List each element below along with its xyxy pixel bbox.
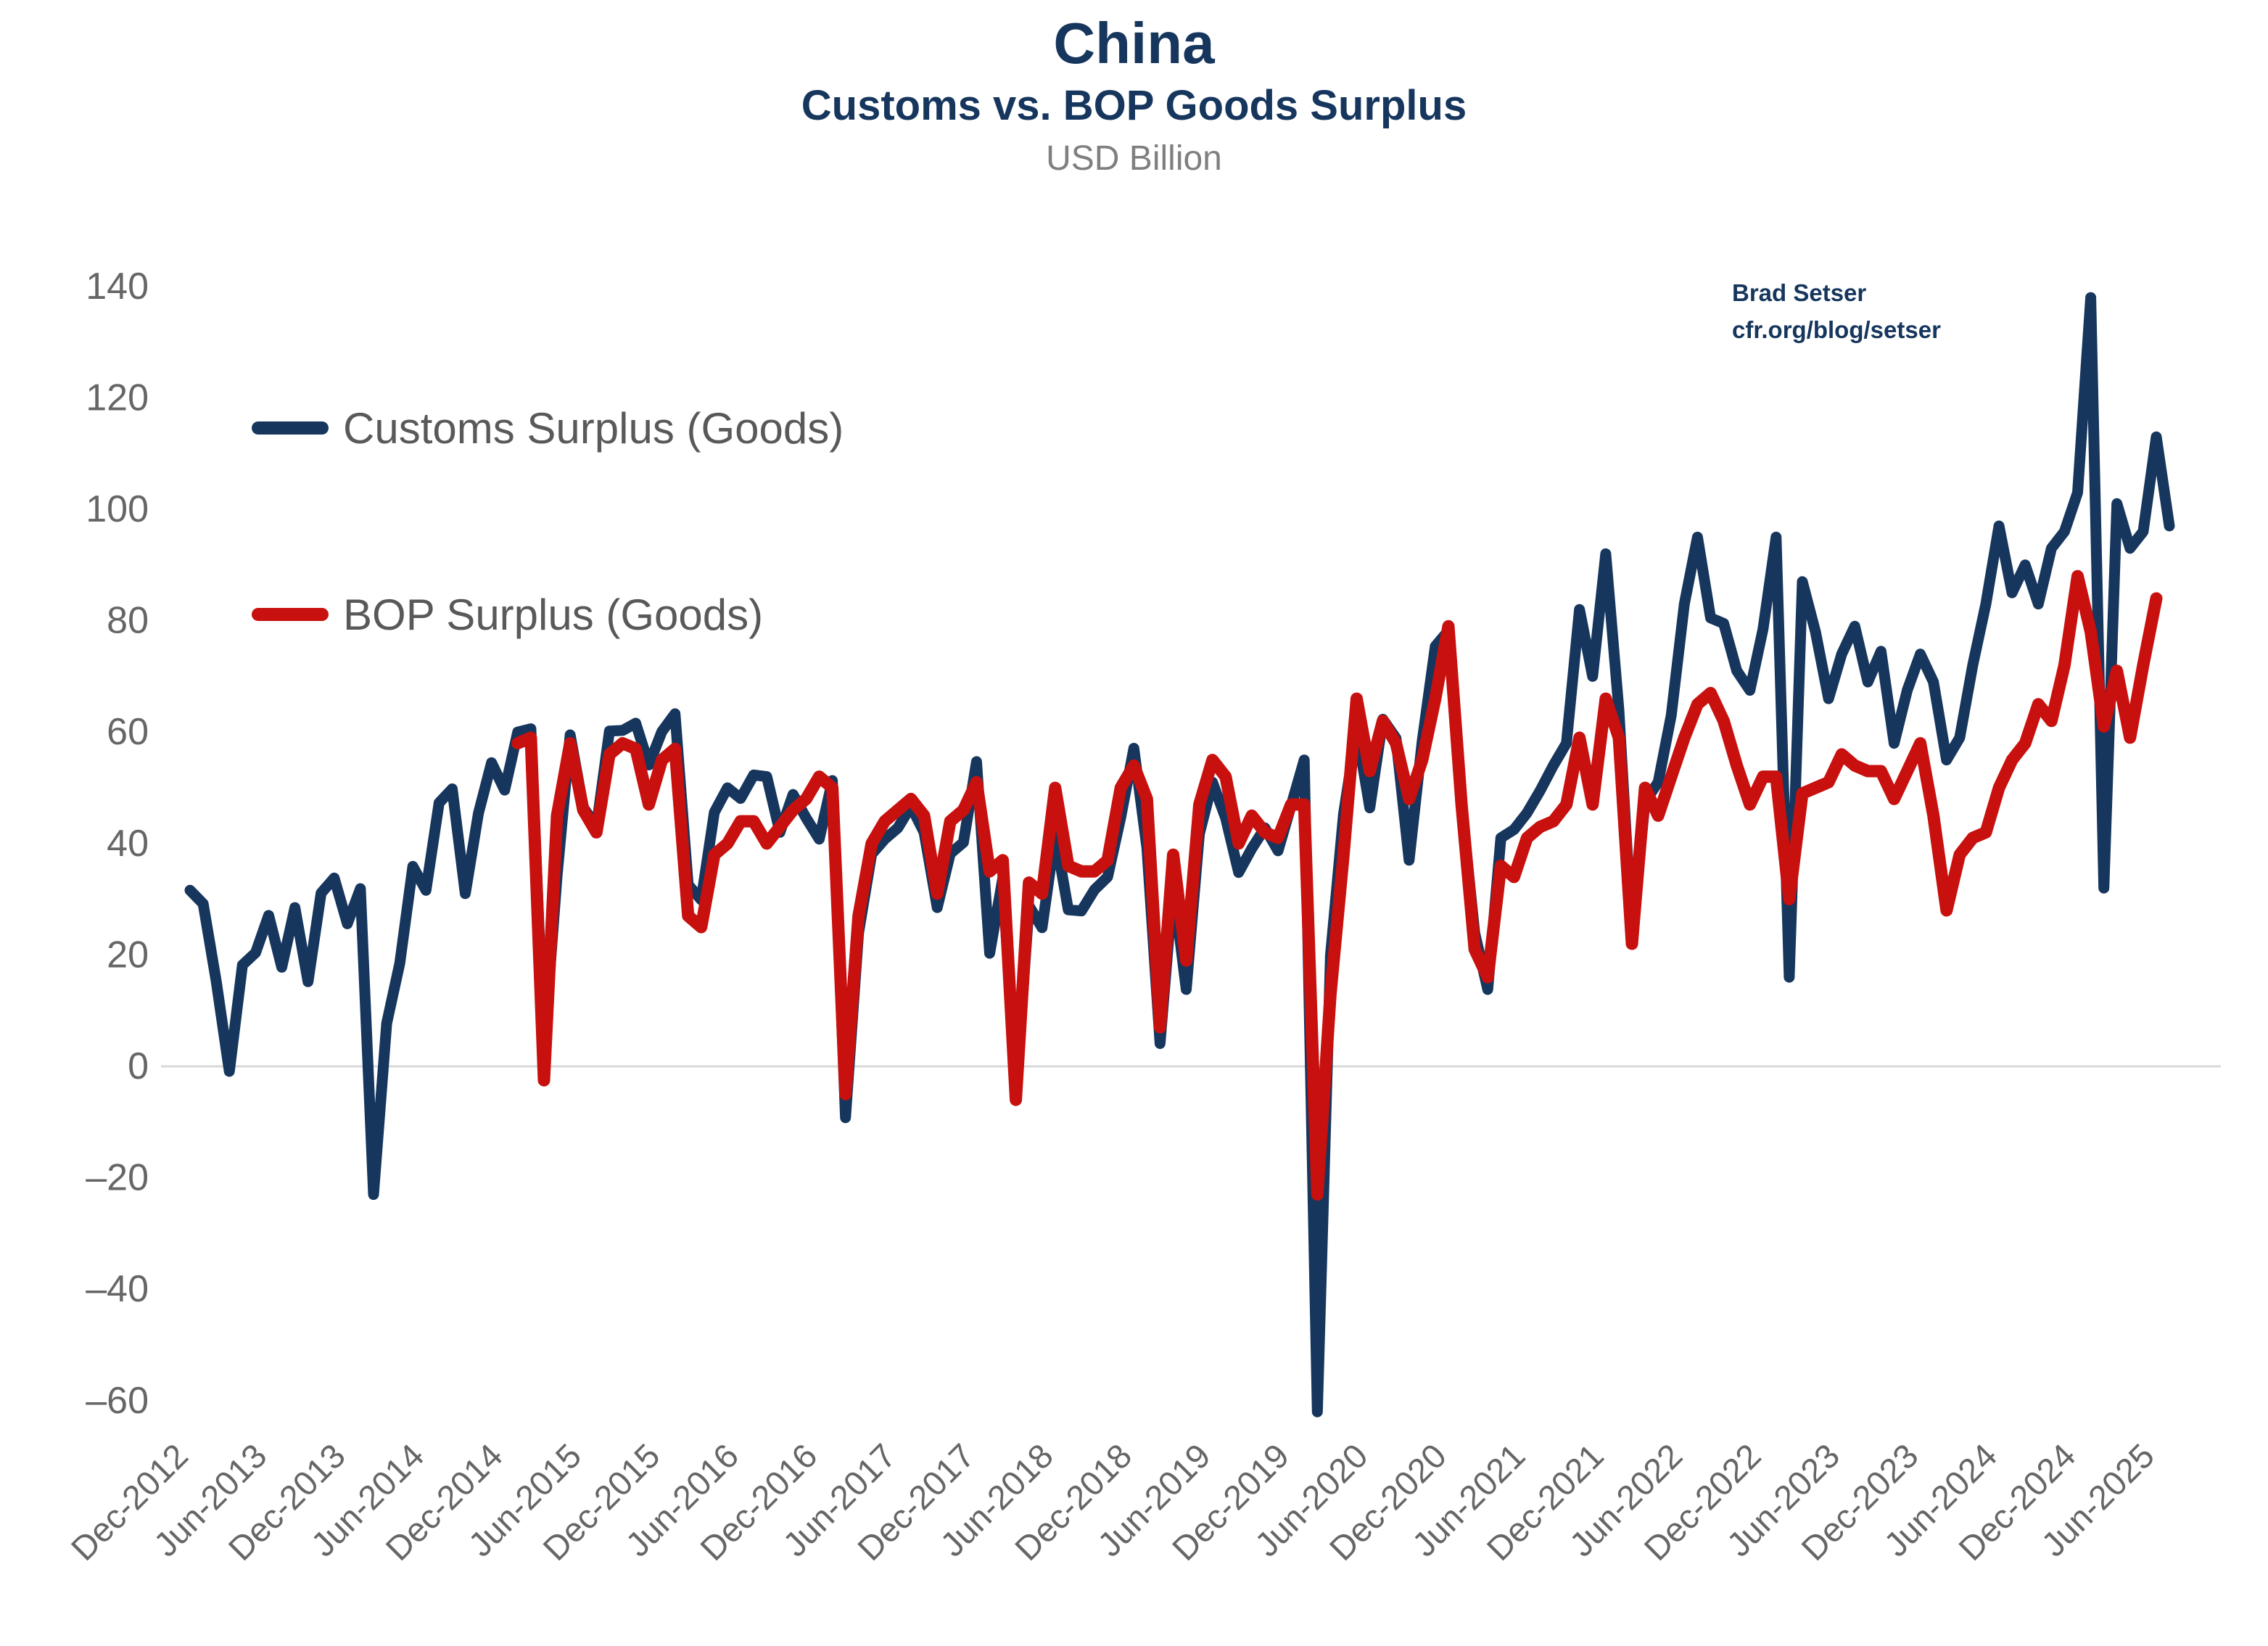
attribution-url: cfr.org/blog/setser xyxy=(1732,316,1941,344)
y-axis-label: –20 xyxy=(86,1157,149,1199)
y-axis-label: 0 xyxy=(128,1045,149,1087)
attribution-author: Brad Setser xyxy=(1732,279,1867,306)
y-axis-label: 60 xyxy=(107,711,149,753)
legend-item-customs: Customs Surplus (Goods) xyxy=(250,403,844,453)
y-axis-label: 80 xyxy=(107,600,149,642)
bop-line-swatch xyxy=(252,608,329,621)
chart-title: China xyxy=(1053,11,1215,75)
legend-item-bop: BOP Surplus (Goods) xyxy=(250,589,763,640)
attribution: Brad Setser cfr.org/blog/setser xyxy=(1732,274,1941,348)
bop-swatch-rect xyxy=(252,608,329,621)
bop-surplus-line xyxy=(511,569,2163,1201)
chart-subtitle: Customs vs. BOP Goods Surplus xyxy=(801,82,1467,129)
customs-swatch-rect xyxy=(252,421,329,435)
legend-label-bop: BOP Surplus (Goods) xyxy=(343,590,764,639)
y-axis-label: 100 xyxy=(86,488,149,530)
y-axis-label: 20 xyxy=(107,934,149,976)
legend-label-customs: Customs Surplus (Goods) xyxy=(343,403,844,453)
customs-line-swatch xyxy=(252,421,329,435)
y-axis-label: 120 xyxy=(86,376,149,419)
y-axis-label: –60 xyxy=(86,1380,149,1422)
y-axis-label: 140 xyxy=(86,266,149,308)
y-axis-label: 40 xyxy=(107,823,149,865)
y-axis-label: –40 xyxy=(86,1268,149,1310)
chart-unit-label: USD Billion xyxy=(1046,139,1222,178)
customs-surplus-line xyxy=(184,292,2175,1417)
title-block: China Customs vs. BOP Goods Surplus USD … xyxy=(0,13,2268,178)
